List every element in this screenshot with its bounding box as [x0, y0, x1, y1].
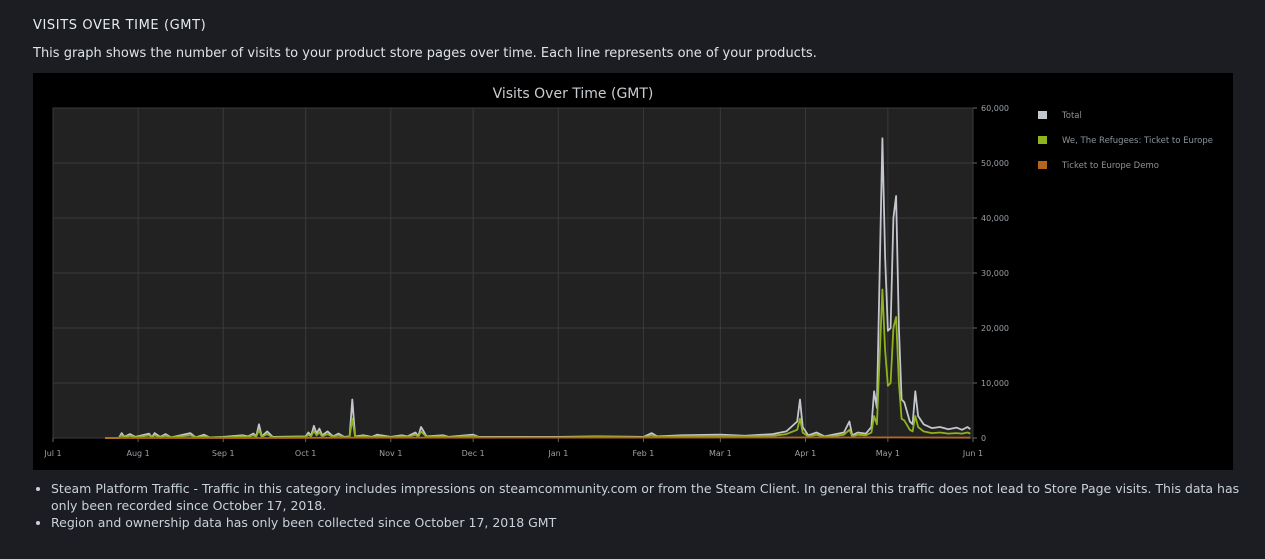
- x-tick-label: Oct 1: [295, 449, 316, 458]
- series-line-we-the-refugees-ticket-to-europe: [105, 288, 971, 439]
- y-tick-label: 10,000: [981, 379, 1009, 388]
- x-tick-label: Jul 1: [43, 449, 61, 458]
- section-title: VISITS OVER TIME (GMT): [33, 18, 207, 33]
- series-lines: [105, 137, 971, 439]
- x-tick-label: Dec 1: [462, 449, 485, 458]
- legend-swatch-we-the-refugees-ticket-to-europe: [1038, 136, 1047, 144]
- x-tick-label: Jun 1: [962, 449, 983, 458]
- y-tick-label: 20,000: [981, 324, 1009, 333]
- x-axis: Jul 1 Aug 1 Sep 1 Oct 1 Nov 1 Dec 1 Jan 1 Feb 1…: [43, 438, 983, 458]
- legend-label-we-the-refugees-ticket-to-europe: We, The Refugees: Ticket to Europe: [1062, 136, 1213, 146]
- y-axis: 60,000 50,000 40,000 30,000 20,000 10,000 0: [973, 104, 1009, 443]
- section-description: This graph shows the number of visits to…: [33, 46, 817, 61]
- notes-list: Steam Platform Traffic - Traffic in this…: [33, 480, 1251, 531]
- y-tick-label: 30,000: [981, 269, 1009, 278]
- visits-chart: Visits Over Time (GMT) Jul 1 Aug 1 Sep 1 Oc…: [43, 86, 1213, 458]
- legend-label-ticket-to-europe-demo: Ticket to Europe Demo: [1061, 161, 1159, 171]
- x-tick-label: Feb 1: [633, 449, 655, 458]
- x-tick-label: Apr 1: [795, 449, 816, 458]
- note-region-data: Region and ownership data has only been …: [51, 514, 1251, 531]
- x-tick-label: Jan 1: [547, 449, 568, 458]
- x-tick-label: Nov 1: [379, 449, 402, 458]
- legend-swatch-total: [1038, 111, 1047, 119]
- x-tick-label: Sep 1: [212, 449, 235, 458]
- series-line-ticket-to-europe-demo: [105, 436, 971, 439]
- y-tick-label: 0: [981, 434, 986, 443]
- y-tick-label: 40,000: [981, 214, 1009, 223]
- note-platform-traffic: Steam Platform Traffic - Traffic in this…: [51, 480, 1251, 514]
- y-tick-label: 60,000: [981, 104, 1009, 113]
- x-tick-label: Mar 1: [709, 449, 732, 458]
- visits-chart-panel: Visits Over Time (GMT) Jul 1 Aug 1 Sep 1 Oc…: [33, 73, 1233, 470]
- chart-title: Visits Over Time (GMT): [493, 86, 654, 102]
- y-tick-label: 50,000: [981, 159, 1009, 168]
- legend-label-total: Total: [1061, 111, 1082, 121]
- x-tick-label: Aug 1: [127, 449, 150, 458]
- x-tick-label: May 1: [876, 449, 900, 458]
- chart-legend: Total We, The Refugees: Ticket to Europe T…: [1038, 111, 1213, 171]
- legend-swatch-ticket-to-europe-demo: [1038, 161, 1047, 169]
